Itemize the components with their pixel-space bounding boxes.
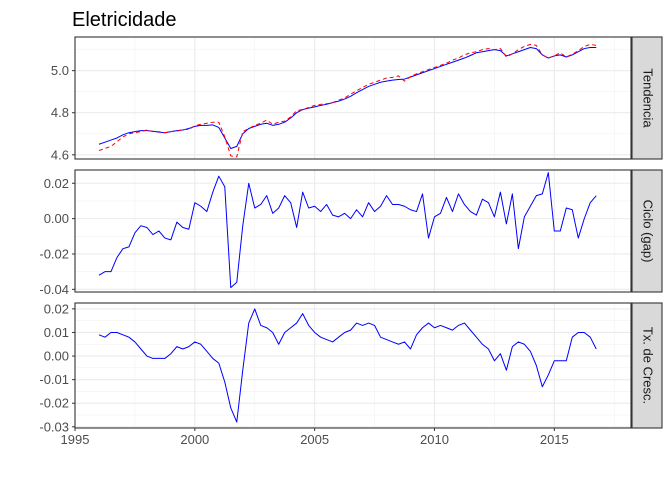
facet-strip-label: Tendencia [641, 68, 656, 128]
y-tick-label: -0.02 [39, 246, 69, 261]
y-tick-label: 4.8 [51, 105, 69, 120]
series-group [98, 172, 597, 289]
y-tick-label: -0.01 [39, 372, 69, 387]
series-group [98, 43, 597, 158]
x-tick-label: 2000 [180, 432, 209, 447]
series-line-dashed [98, 43, 597, 158]
facet-strip [631, 36, 663, 160]
x-tick-label: 1995 [61, 432, 90, 447]
x-tick-label: 2005 [300, 432, 329, 447]
x-tick-label: 2015 [540, 432, 569, 447]
y-tick-label: 0.02 [44, 176, 69, 191]
series-group [98, 308, 597, 423]
panel-border [74, 36, 632, 160]
panel-2: -0.04 -0.02 0.00 0.02 Ciclo (gap) [39, 169, 663, 297]
y-tick-label: -0.04 [39, 282, 69, 297]
y-tick-label: 0.00 [44, 211, 69, 226]
y-tick-label: -0.02 [39, 396, 69, 411]
y-tick-label: 0.02 [44, 301, 69, 316]
y-tick-label: 5.0 [51, 63, 69, 78]
facet-strip-label: Ciclo (gap) [641, 200, 656, 263]
series-line-solid [98, 308, 597, 423]
series-line-solid [98, 172, 597, 289]
panel-border [74, 302, 632, 429]
facet-strip [631, 302, 663, 429]
chart-title: Eletricidade [72, 9, 177, 31]
x-tick-label: 2010 [420, 432, 449, 447]
panels: 4.6 4.8 5.0 Tendencia -0.04 -0.02 0.00 0.02 Cicl… [39, 36, 663, 434]
y-tick-label: 0.01 [44, 325, 69, 340]
facet-strip [631, 169, 663, 293]
panel-1: 4.6 4.8 5.0 Tendencia [51, 36, 663, 162]
y-tick-label: -0.03 [39, 419, 69, 434]
facet-strip-label: Tx. de Cresc. [641, 327, 656, 404]
series-line-solid [98, 47, 597, 149]
panel-3: -0.03 -0.02 -0.01 0.00 0.01 0.02 Tx. de Cresc. [39, 301, 663, 434]
panel-border [74, 169, 632, 293]
y-tick-label: 4.6 [51, 147, 69, 162]
x-axis: 1995 2000 2005 2010 2015 [61, 428, 569, 447]
y-tick-label: 0.00 [44, 349, 69, 364]
